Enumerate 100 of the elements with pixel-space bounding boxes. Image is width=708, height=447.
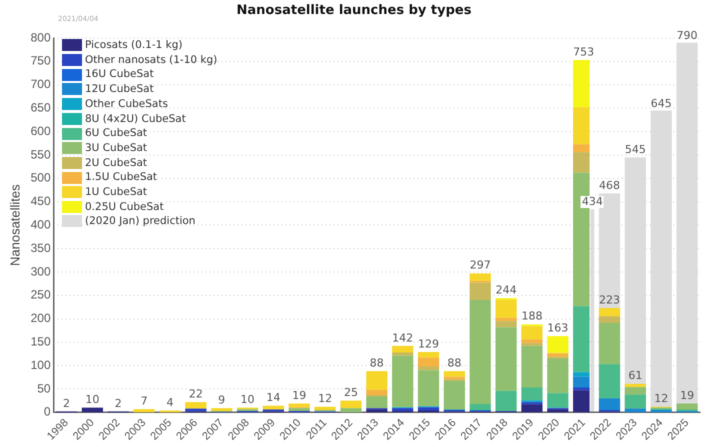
total-label: 297 — [470, 258, 491, 272]
total-label: 88 — [370, 356, 384, 370]
bar — [598, 308, 620, 316]
chart-title: Nanosatellite launches by types — [236, 3, 472, 18]
bar — [185, 408, 206, 412]
bar — [392, 408, 414, 411]
bar — [418, 370, 440, 406]
legend-label: (2020 Jan) prediction — [85, 214, 196, 229]
data-label: 790 — [676, 28, 698, 42]
total-label: 10 — [240, 393, 255, 406]
bar — [547, 393, 568, 408]
y-tick-label: 150 — [30, 334, 51, 348]
y-tick-label: 550 — [30, 147, 51, 162]
bar — [598, 322, 620, 364]
bar — [495, 321, 517, 328]
y-tick-label: 500 — [30, 170, 51, 185]
total-label: 19 — [680, 388, 694, 402]
total-label: 88 — [447, 356, 462, 370]
legend-label: 6U CubeSat — [85, 126, 148, 141]
y-tick-label: 800 — [30, 30, 51, 44]
bar — [521, 346, 543, 388]
total-label: 19 — [292, 388, 306, 402]
bar — [495, 318, 517, 322]
y-axis-title: Nanosatellites — [7, 184, 22, 266]
data-label: 645 — [650, 96, 672, 110]
legend-label: Other CubeSats — [85, 96, 168, 112]
bar — [598, 398, 620, 410]
total-label: 223 — [599, 293, 620, 306]
bar — [624, 394, 646, 409]
y-tick-label: 750 — [30, 54, 51, 68]
bar — [444, 381, 465, 410]
bar — [547, 353, 568, 357]
y-tick-label: 300 — [30, 264, 51, 278]
bar — [676, 403, 698, 410]
bar — [340, 400, 362, 408]
bar — [547, 336, 568, 353]
total-label: 2 — [114, 396, 122, 410]
total-label: 163 — [547, 321, 568, 334]
bar — [547, 358, 568, 394]
bar — [521, 326, 543, 340]
bar — [134, 409, 155, 412]
data-label: 434 — [580, 195, 604, 208]
bar — [392, 352, 414, 356]
total-label: 7 — [140, 394, 148, 408]
y-tick-label: 450 — [30, 194, 51, 208]
bar — [185, 402, 206, 409]
total-label: 10 — [85, 393, 100, 406]
legend-label: 12U CubeSat — [85, 82, 154, 97]
bar — [521, 404, 543, 412]
bar — [82, 408, 104, 412]
y-tick-label: 100 — [30, 358, 51, 372]
legend-label: 0.25U CubeSat — [85, 200, 164, 214]
bar — [495, 327, 517, 391]
bar — [495, 390, 517, 411]
bar — [366, 396, 388, 408]
bar — [598, 316, 620, 323]
y-tick-label: 200 — [30, 311, 51, 326]
total-label: 61 — [628, 369, 642, 382]
bar — [288, 408, 310, 411]
bar — [288, 403, 310, 408]
bar — [624, 384, 646, 388]
y-tick-label: 700 — [30, 77, 51, 92]
legend-label: 1U CubeSat — [85, 185, 148, 200]
total-label: 22 — [188, 387, 203, 400]
y-tick-label: 600 — [30, 124, 51, 138]
total-label: 4 — [166, 396, 174, 409]
bar — [598, 364, 620, 398]
legend-label: 1.5U CubeSat — [85, 170, 158, 186]
bar — [444, 371, 465, 377]
legend-label: 2U CubeSat — [85, 156, 148, 170]
y-tick-label: 50 — [37, 381, 51, 396]
total-label: 142 — [392, 331, 414, 344]
total-label: 12 — [318, 392, 332, 406]
bar — [392, 356, 414, 408]
bar — [418, 407, 440, 410]
legend-label: 16U CubeSat — [85, 67, 154, 82]
bar — [547, 409, 568, 412]
legend-label: 3U CubeSat — [85, 140, 148, 156]
bar — [366, 390, 388, 396]
bar — [470, 282, 491, 300]
bar — [418, 352, 440, 358]
legend-label: 8U (4x2U) CubeSat — [85, 112, 186, 126]
y-tick-label: 350 — [30, 240, 51, 255]
bar — [340, 408, 362, 412]
bar — [314, 406, 336, 410]
total-label: 9 — [218, 394, 226, 407]
total-label: 14 — [266, 391, 280, 404]
bar — [521, 388, 543, 400]
y-tick-label: 0 — [44, 404, 51, 419]
bar — [392, 346, 414, 352]
bar — [470, 273, 491, 281]
bar — [418, 358, 440, 367]
bar — [521, 343, 543, 346]
data-label: 545 — [624, 143, 646, 156]
bar — [470, 300, 491, 404]
bar — [262, 406, 284, 410]
y-tick-label: 400 — [30, 217, 51, 232]
total-label: 753 — [573, 45, 594, 58]
bar — [366, 409, 388, 412]
bar — [521, 339, 543, 344]
